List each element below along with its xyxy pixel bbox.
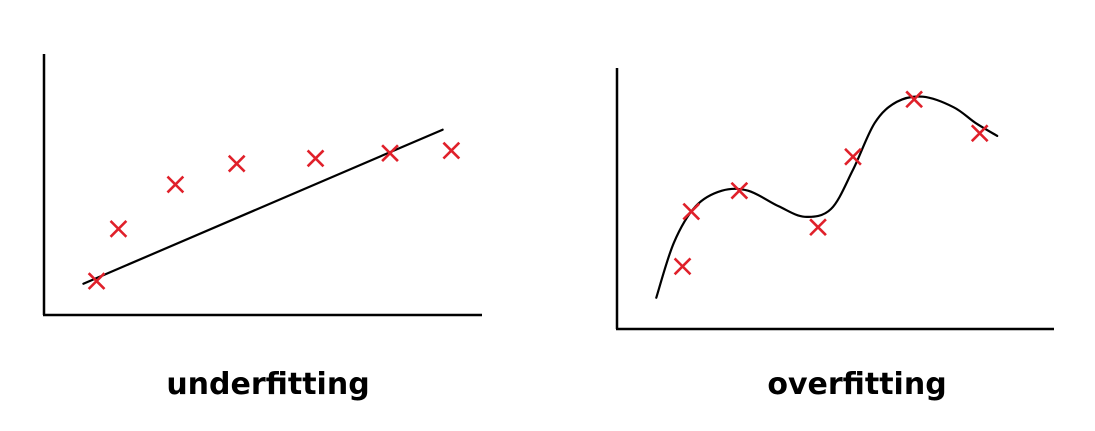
data-point-3 <box>166 175 185 194</box>
data-point-4 <box>809 218 827 237</box>
data-point-3 <box>730 181 749 200</box>
data-point-4 <box>227 154 246 173</box>
data-point-6 <box>381 144 399 163</box>
data-point-7 <box>442 141 461 160</box>
fit-curve <box>82 128 444 285</box>
overfitting-panel <box>615 68 1054 331</box>
data-point-7 <box>970 124 989 143</box>
underfitting-panel <box>42 54 482 317</box>
data-point-6 <box>905 90 923 109</box>
fit-curve <box>655 95 999 299</box>
data-point-5 <box>306 149 325 168</box>
underfitting-caption: underfitting <box>166 367 369 402</box>
data-point-2 <box>682 202 701 221</box>
data-point-1 <box>673 257 692 276</box>
data-point-5 <box>844 147 862 166</box>
data-point-1 <box>87 272 106 290</box>
data-point-2 <box>109 220 128 238</box>
overfitting-caption: overfitting <box>767 367 946 402</box>
